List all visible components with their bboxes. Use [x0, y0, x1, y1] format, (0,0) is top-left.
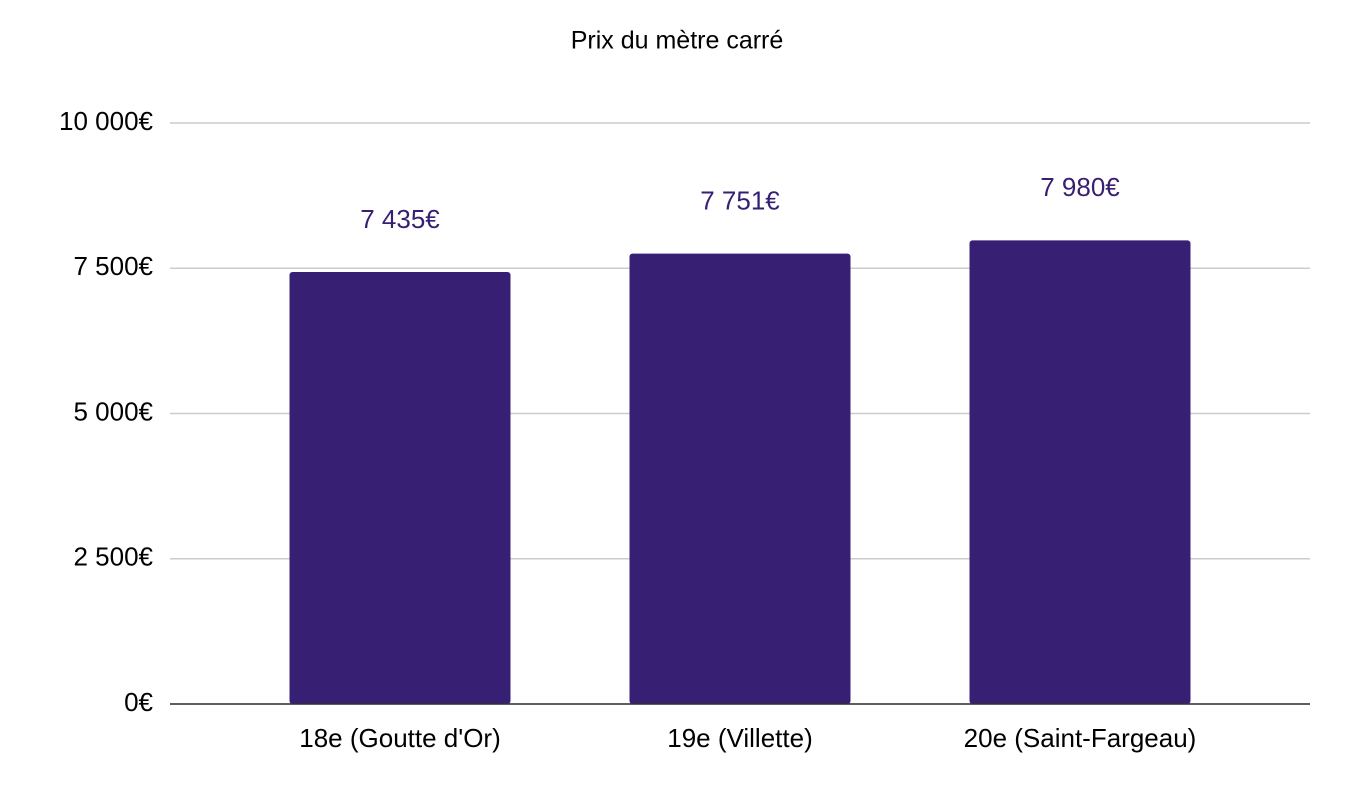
y-tick-label: 0€ [124, 687, 153, 717]
data-label: 7 751€ [700, 186, 780, 216]
x-tick-label: 20e (Saint-Fargeau) [964, 723, 1197, 753]
chart-title: Prix du mètre carré [571, 27, 784, 55]
data-label: 7 980€ [1040, 172, 1120, 202]
y-tick-label: 10 000€ [59, 106, 154, 136]
bar [629, 253, 851, 704]
y-tick-label: 5 000€ [73, 396, 153, 426]
y-tick-label: 2 500€ [73, 542, 153, 572]
bar [969, 240, 1191, 704]
bar [289, 272, 511, 704]
data-label: 7 435€ [360, 204, 440, 234]
y-tick-label: 7 500€ [73, 251, 153, 281]
x-tick-label: 18e (Goutte d'Or) [299, 723, 501, 753]
x-tick-label: 19e (Villette) [667, 723, 813, 753]
